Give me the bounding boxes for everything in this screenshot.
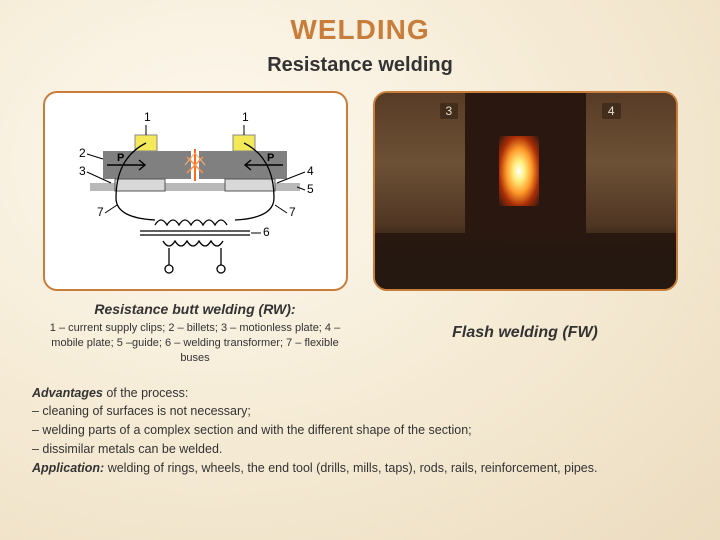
- plate-left: [115, 179, 165, 191]
- label-6: 6: [263, 225, 270, 239]
- label-2: 2: [79, 146, 86, 160]
- left-caption: Resistance butt welding (RW): 1 – curren…: [43, 301, 348, 366]
- transformer-icon: [140, 220, 250, 273]
- application-label: Application:: [32, 461, 104, 475]
- page-subtitle: Resistance welding: [0, 54, 720, 77]
- application-text: welding of rings, wheels, the end tool (…: [104, 461, 597, 475]
- force-label-left: P: [117, 152, 124, 164]
- left-caption-body: 1 – current supply clips; 2 – billets; 3…: [43, 321, 348, 366]
- photo-base: [375, 224, 676, 289]
- label-7-right: 7: [289, 205, 296, 219]
- plate-right: [225, 179, 275, 191]
- label-1-right: 1: [242, 110, 249, 124]
- photo-panel: 3 4: [373, 91, 678, 291]
- page-title: WELDING: [0, 0, 720, 46]
- label-5: 5: [307, 182, 314, 196]
- label-7-left: 7: [97, 205, 104, 219]
- photo-clamp-right: [586, 93, 676, 233]
- label-1-left: 1: [144, 110, 151, 124]
- photo-label-4: 4: [602, 103, 621, 119]
- flash-glow-icon: [499, 136, 539, 206]
- advantages-label: Advantages: [32, 386, 103, 400]
- left-caption-title: Resistance butt welding (RW):: [43, 301, 348, 317]
- rw-schematic: P P 1: [45, 93, 348, 291]
- advantages-tail: of the process:: [103, 386, 188, 400]
- label-4: 4: [307, 164, 314, 178]
- adv-item-1: – cleaning of surfaces is not necessary;: [32, 404, 251, 418]
- force-label-right: P: [267, 152, 274, 164]
- bottom-text: Advantages of the process: – cleaning of…: [0, 366, 720, 478]
- adv-item-2: – welding parts of a complex section and…: [32, 423, 472, 437]
- photo-label-3: 3: [440, 103, 459, 119]
- panels-row: P P 1: [0, 91, 720, 291]
- label-3: 3: [79, 164, 86, 178]
- adv-item-3: – dissimilar metals can be welded.: [32, 442, 222, 456]
- captions-row: Resistance butt welding (RW): 1 – curren…: [0, 301, 720, 366]
- right-caption: Flash welding (FW): [373, 301, 678, 366]
- diagram-panel: P P 1: [43, 91, 348, 291]
